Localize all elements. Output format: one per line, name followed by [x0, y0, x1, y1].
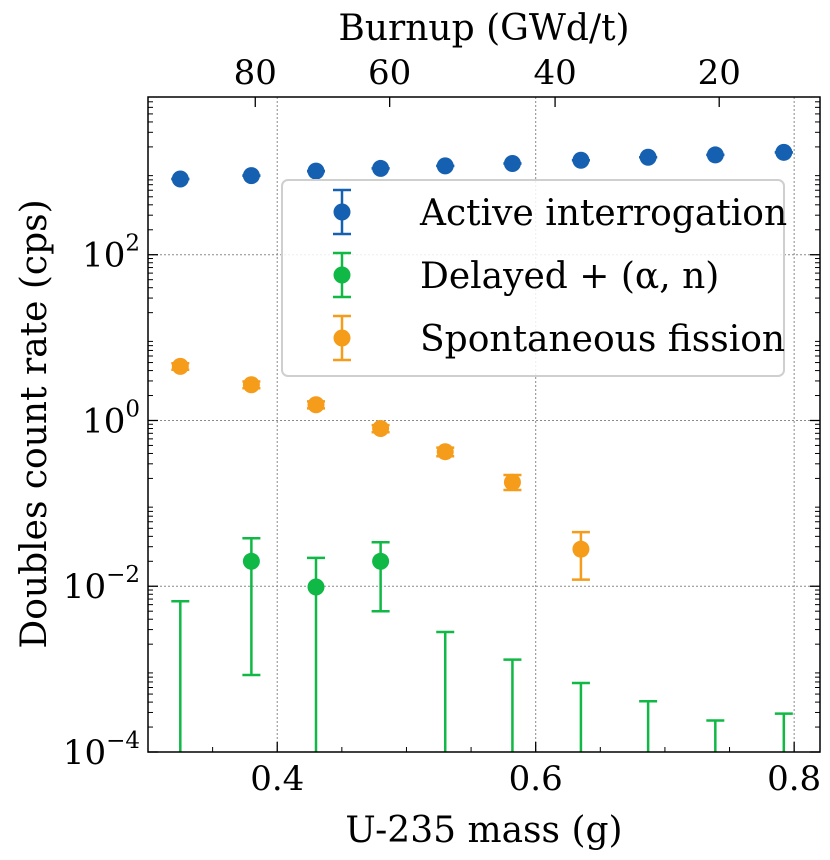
data-point — [706, 146, 724, 164]
data-point — [307, 578, 325, 596]
x-tick-label: 0.8 — [767, 759, 821, 799]
y-tick-label: 10−2 — [63, 562, 140, 607]
plot-frame — [147, 96, 821, 753]
legend: Active interrogation Delayed + (α, n) Spon… — [281, 179, 787, 377]
top-tick-label: 40 — [533, 53, 576, 93]
x-tick-label: 0.6 — [509, 759, 563, 799]
data-point — [572, 151, 590, 169]
legend-label: Spontaneous fission — [420, 319, 785, 360]
data-point — [639, 148, 657, 166]
data-point — [436, 157, 454, 175]
legend-marker — [333, 203, 351, 221]
tick-labels: 0.4 0.6 0.8 10−4 10−2 100 102 80 60 40 20 — [63, 53, 821, 799]
data-point — [372, 159, 390, 177]
data-point — [775, 143, 793, 161]
series-layer — [171, 143, 793, 752]
legend-item: Active interrogation — [333, 188, 787, 236]
legend-items: Active interrogation Delayed + (α, n) Spon… — [333, 188, 787, 362]
legend-box — [281, 179, 785, 377]
data-point — [171, 357, 189, 375]
series-delayed-n — [171, 536, 793, 752]
legend-item: Delayed + (α, n) — [333, 251, 719, 299]
legend-label: Active interrogation — [419, 193, 787, 234]
x-tick-label: 0.4 — [250, 759, 304, 799]
legend-marker — [333, 329, 351, 347]
data-point — [503, 473, 521, 491]
legend-marker — [333, 266, 351, 284]
data-point — [242, 376, 260, 394]
data-point — [572, 540, 590, 558]
series-spontaneous-fission — [171, 357, 590, 581]
legend-label: Delayed + (α, n) — [420, 256, 719, 297]
data-point — [436, 443, 454, 461]
y-tick-label: 10−4 — [63, 728, 140, 773]
data-point — [372, 420, 390, 438]
y-tick-label: 100 — [82, 396, 140, 441]
top-tick-label: 80 — [234, 53, 277, 93]
legend-item: Spontaneous fission — [333, 314, 785, 362]
y-tick-label: 102 — [82, 231, 140, 276]
data-point — [503, 155, 521, 173]
top-tick-label: 60 — [368, 53, 411, 93]
data-point — [307, 396, 325, 414]
major-ticks — [148, 97, 820, 753]
data-point — [242, 167, 260, 185]
series-active-interrogation — [171, 143, 793, 188]
data-point — [171, 170, 189, 188]
top-axis-label: Burnup (GWd/t) — [338, 8, 629, 49]
data-point — [242, 552, 260, 570]
y-axis-label: Doubles count rate (cps) — [14, 199, 55, 648]
top-tick-label: 20 — [698, 53, 741, 93]
x-axis-label: U-235 mass (g) — [345, 810, 622, 851]
data-point — [372, 552, 390, 570]
data-point — [307, 162, 325, 180]
